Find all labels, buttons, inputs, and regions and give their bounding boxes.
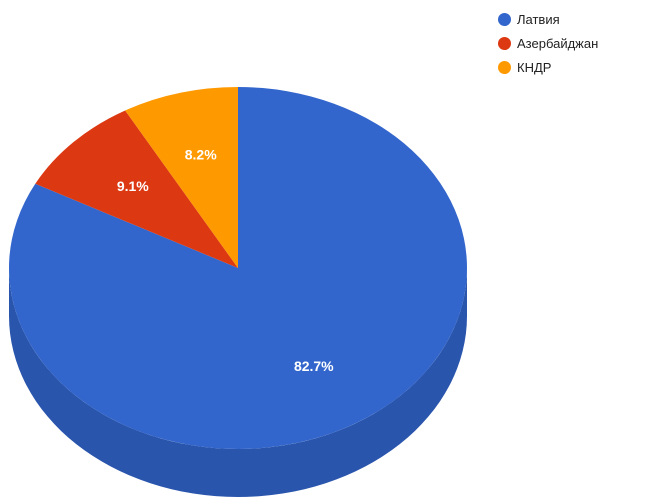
legend-label-1: Азербайджан xyxy=(517,35,599,51)
legend-item-0[interactable]: Латвия xyxy=(498,8,598,30)
legend-item-2[interactable]: КНДР xyxy=(498,56,598,78)
pie-sides xyxy=(9,268,467,497)
pie-value-label-2: 8.2% xyxy=(185,147,217,163)
legend-item-1[interactable]: Азербайджан xyxy=(498,32,598,54)
pie-value-label-0: 82.7% xyxy=(294,358,334,374)
pie-value-label-1: 9.1% xyxy=(117,178,149,194)
legend-label-0: Латвия xyxy=(517,11,560,27)
pie-slices xyxy=(8,87,467,450)
legend-swatch-2 xyxy=(498,60,511,74)
pie-labels: 82.7% 9.1% 8.2% xyxy=(117,147,334,374)
legend-label-2: КНДР xyxy=(517,59,552,75)
legend: Латвия Азербайджан КНДР xyxy=(498,8,598,80)
legend-swatch-1 xyxy=(498,36,511,50)
legend-swatch-0 xyxy=(498,12,511,26)
pie-side-0 xyxy=(9,268,467,497)
pie-slice-1[interactable] xyxy=(35,110,238,269)
pie-slice-2[interactable] xyxy=(125,87,238,268)
